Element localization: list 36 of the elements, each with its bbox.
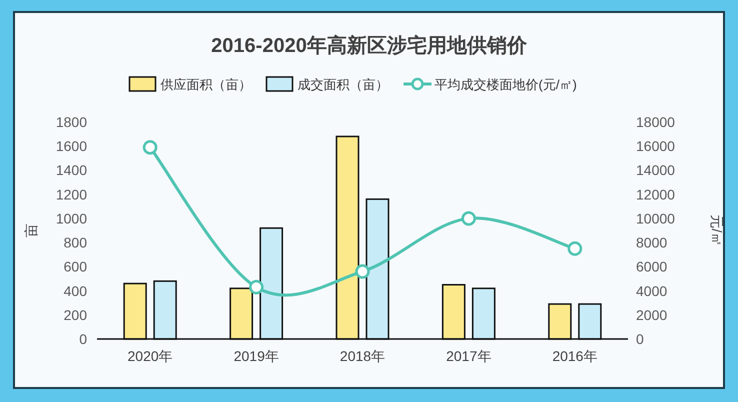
y2-tick-label: 8000 xyxy=(636,234,668,251)
y2-tick-label: 12000 xyxy=(636,186,676,202)
x-tick-label: 2018年 xyxy=(340,348,386,364)
y2-tick-label: 0 xyxy=(636,331,644,347)
y2-tick-label: 4000 xyxy=(636,282,668,299)
y-tick-label: 400 xyxy=(64,282,88,299)
y2-tick-label: 16000 xyxy=(636,138,676,154)
legend-label: 平均成交楼面地价(元/㎡) xyxy=(434,77,577,92)
y-tick-label: 0 xyxy=(79,331,88,347)
y2-tick-label: 18000 xyxy=(636,114,676,130)
y2-tick-label: 6000 xyxy=(636,258,668,275)
legend-label: 成交面积（亩） xyxy=(298,77,388,92)
y2-tick-label: 14000 xyxy=(636,162,676,178)
y-axis-title: 亩 xyxy=(23,224,39,238)
legend-label: 供应面积（亩） xyxy=(160,77,252,92)
y2-tick-label: 10000 xyxy=(636,210,676,226)
y-tick-label: 1200 xyxy=(56,186,88,202)
x-tick-label: 2020年 xyxy=(128,348,173,364)
y-tick-label: 600 xyxy=(64,258,88,275)
y2-tick-label: 2000 xyxy=(636,306,668,323)
x-tick-label: 2019年 xyxy=(234,348,279,364)
point xyxy=(461,211,476,226)
y-tick-label: 1000 xyxy=(56,210,88,226)
y-tick-label: 1600 xyxy=(56,138,88,154)
chart-title: 2016-2020年高新区涉宅用地供销价 xyxy=(211,34,528,57)
y-tick-label: 200 xyxy=(64,306,88,323)
x-tick-label: 2016年 xyxy=(552,348,598,364)
point xyxy=(355,264,370,279)
point xyxy=(568,241,582,256)
x-tick-label: 2017年 xyxy=(446,348,492,364)
point xyxy=(249,280,264,294)
y2-axis-title: 元/㎡ xyxy=(709,214,725,246)
point xyxy=(142,140,158,155)
y-tick-label: 1400 xyxy=(56,162,88,178)
y-tick-label: 1800 xyxy=(56,114,88,130)
y-tick-label: 800 xyxy=(64,234,88,251)
